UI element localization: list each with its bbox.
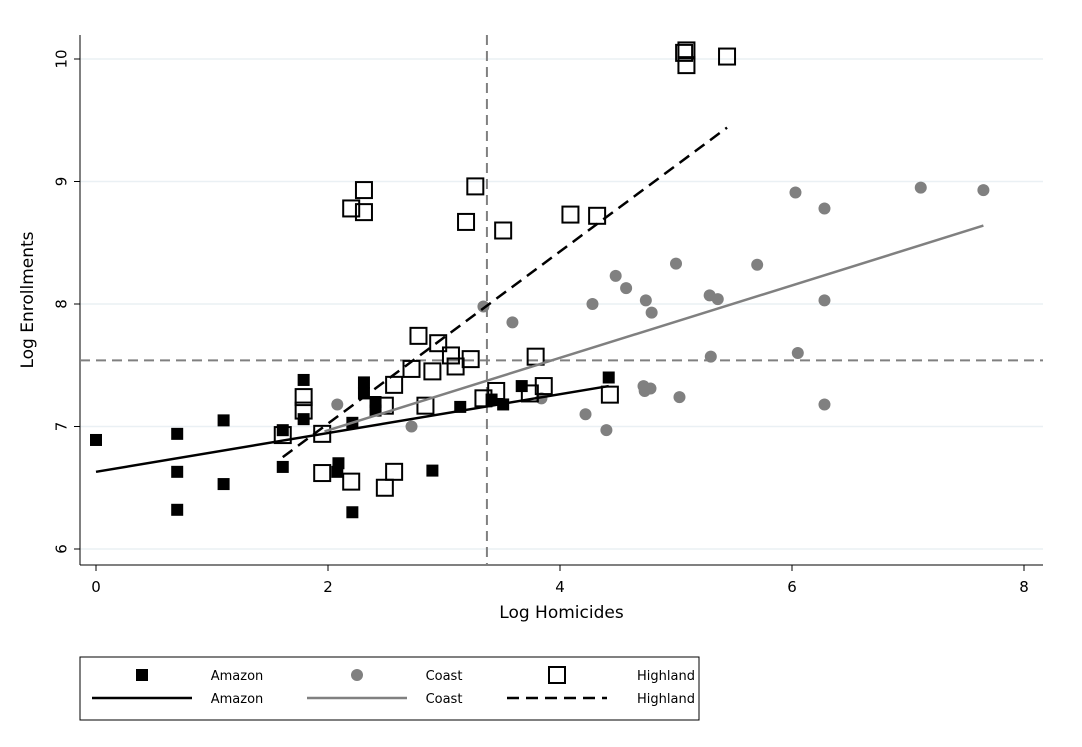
point-highland [600, 385, 619, 404]
point-highland [273, 426, 292, 445]
point-coast [789, 186, 802, 199]
point-highland [416, 396, 435, 415]
legend-marker-coast [351, 669, 363, 681]
point-highland [342, 472, 361, 491]
point-highland [342, 199, 361, 218]
legend-label: Amazon [211, 669, 264, 684]
legend-label: Highland [637, 692, 695, 707]
x-tick-label: 0 [91, 578, 101, 596]
legend-label: Coast [426, 669, 463, 684]
point-highland [354, 181, 373, 200]
point-amazon [90, 433, 102, 446]
y-tick-label: 7 [53, 422, 71, 432]
y-axis-label: Log Enrollments [18, 231, 38, 368]
point-coast [609, 269, 622, 282]
y-tick-label: 6 [53, 544, 71, 554]
point-highland [561, 205, 580, 224]
point-highland [409, 326, 428, 345]
point-coast [791, 347, 804, 359]
point-coast [711, 293, 724, 306]
x-tick-label: 8 [1019, 578, 1029, 596]
y-tick-label: 8 [53, 299, 71, 309]
point-highland [385, 462, 404, 481]
point-coast [670, 257, 682, 270]
point-highland [402, 359, 421, 378]
legend-marker-highland [548, 666, 566, 684]
point-highland [466, 177, 485, 196]
point-coast [818, 294, 831, 307]
point-highland [294, 401, 313, 420]
point-highland [441, 346, 460, 365]
point-highland [354, 203, 373, 222]
point-highland [718, 47, 737, 66]
point-amazon [346, 506, 359, 519]
point-amazon [357, 387, 370, 400]
point-coast [645, 306, 658, 319]
legend-box [79, 656, 700, 721]
point-amazon [357, 376, 370, 389]
legend-label: Amazon [211, 692, 264, 707]
point-coast [644, 382, 657, 395]
point-highland [313, 464, 332, 483]
point-coast [405, 420, 418, 433]
point-highland [375, 478, 394, 497]
point-coast [818, 202, 831, 215]
point-highland [677, 56, 696, 75]
point-highland [487, 381, 506, 400]
point-coast [506, 316, 519, 329]
point-amazon [217, 414, 230, 427]
point-highland [526, 347, 545, 366]
point-amazon [297, 373, 310, 386]
point-amazon [171, 503, 184, 516]
point-amazon [602, 371, 615, 384]
legend: Amazon Coast Highland Amazon Coast Highland [79, 656, 700, 721]
point-amazon [171, 427, 184, 440]
point-amazon [426, 464, 439, 477]
point-highland [588, 206, 607, 225]
point-coast [477, 300, 490, 313]
fit-line-highland [282, 126, 728, 459]
fit-line-amazon [95, 384, 609, 474]
x-tick-label: 6 [787, 578, 797, 596]
point-coast [331, 398, 344, 411]
point-amazon [331, 465, 344, 478]
point-coast [673, 391, 686, 404]
point-coast [818, 398, 831, 411]
point-amazon [276, 424, 289, 437]
y-tick-label: 10 [53, 49, 71, 68]
point-coast [586, 298, 599, 310]
point-highland [457, 212, 476, 231]
fit-line-coast [324, 224, 984, 433]
x-tick-label: 4 [555, 578, 565, 596]
legend-label: Coast [426, 692, 463, 707]
point-coast [977, 184, 990, 197]
point-coast [639, 294, 652, 307]
point-coast [704, 350, 717, 363]
point-highland [677, 41, 696, 60]
point-amazon [217, 478, 230, 491]
point-coast [579, 408, 592, 421]
point-coast [751, 258, 764, 271]
x-axis-label: Log Homicides [499, 603, 624, 623]
point-highland [423, 362, 442, 381]
point-highland [675, 43, 694, 62]
y-tick-label: 9 [53, 177, 71, 187]
point-highland [461, 350, 480, 369]
point-amazon [276, 460, 289, 473]
point-coast [620, 282, 633, 295]
x-tick-label: 2 [323, 578, 333, 596]
point-coast [914, 181, 927, 194]
point-amazon [171, 465, 184, 478]
point-highland [494, 221, 513, 240]
legend-label: Highland [637, 669, 695, 684]
point-highland [429, 334, 448, 353]
point-coast [600, 424, 613, 437]
point-highland [294, 388, 313, 407]
point-highland [385, 375, 404, 394]
point-highland [520, 384, 539, 403]
legend-marker-amazon [136, 669, 148, 681]
